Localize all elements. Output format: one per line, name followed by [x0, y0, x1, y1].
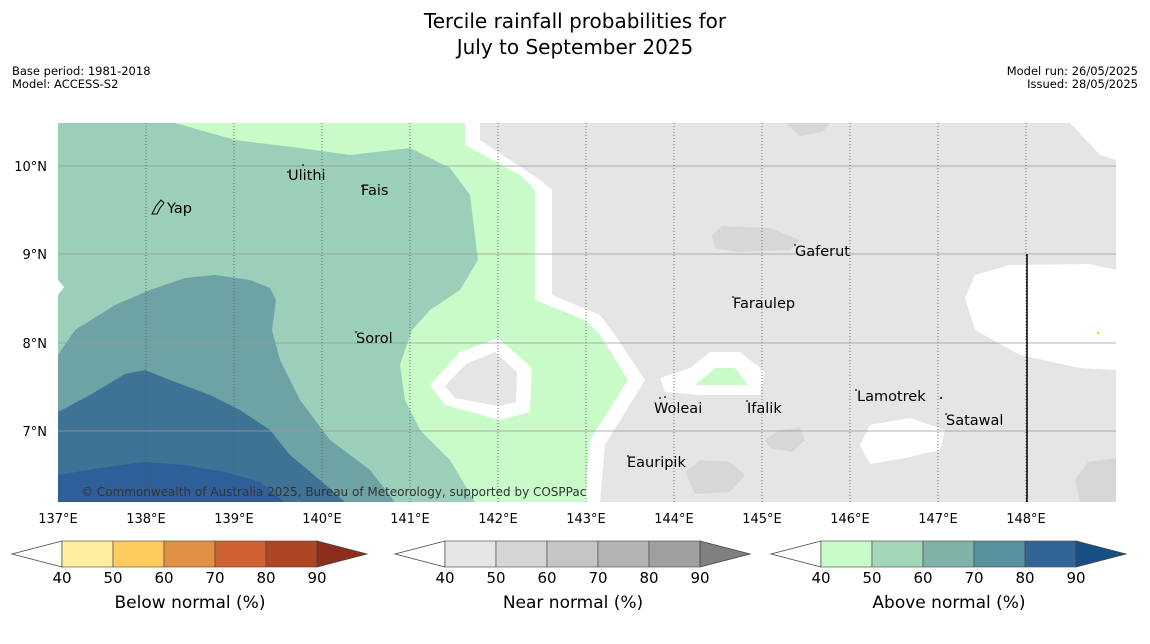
lat-tick: 9°N — [23, 248, 48, 263]
lat-axis: 10°N 9°N 8°N 7°N — [14, 160, 47, 440]
label-yap: Yap — [166, 201, 192, 217]
colorbar-tick: 60 — [537, 569, 556, 587]
lon-gridlines — [145, 123, 1027, 502]
colorbar-segment — [871, 540, 924, 568]
chart-title: Tercile rainfall probabilities for July … — [0, 8, 1150, 60]
label-satawal: Satawal — [946, 413, 1003, 429]
colorbar-segment — [973, 540, 1026, 568]
colorbar-tick: 50 — [103, 569, 122, 587]
model-name: Model: ACCESS-S2 — [12, 77, 119, 91]
colorbar-near-label: Near normal (%) — [502, 593, 644, 613]
colorbar-segment — [1024, 540, 1077, 568]
colorbar-extend-high — [699, 540, 752, 568]
meta-left: Base period: 1981-2018 Model: ACCESS-S2 — [12, 65, 151, 91]
title-line-2: July to September 2025 — [456, 35, 694, 59]
colorbar-tick: 50 — [862, 569, 881, 587]
colorbar-segment — [495, 540, 548, 568]
colorbar-tick: 60 — [913, 569, 932, 587]
colorbar-segment — [597, 540, 650, 568]
colorbar-extend-low — [769, 540, 822, 568]
colorbar-above-normal: 40 50 60 70 80 90 — [769, 540, 1128, 587]
colorbar-extend-high — [1075, 540, 1128, 568]
lon-axis: 137°E 138°E 139°E 140°E 141°E 142°E 143°… — [38, 512, 1046, 527]
lat-tick: 10°N — [14, 160, 47, 175]
lon-tick: 146°E — [830, 512, 870, 527]
lon-tick: 145°E — [742, 512, 782, 527]
colorbar-segment — [444, 540, 497, 568]
colorbar-tick: 80 — [256, 569, 275, 587]
lon-tick: 140°E — [302, 512, 342, 527]
colorbar-tick: 70 — [964, 569, 983, 587]
colorbar-segment — [61, 540, 114, 568]
label-ifalik: Ifalik — [747, 401, 782, 417]
lon-tick: 144°E — [654, 512, 694, 527]
colorbar-extend-low — [10, 540, 63, 568]
colorbar-tick: 50 — [486, 569, 505, 587]
issued-date: Issued: 28/05/2025 — [1027, 77, 1138, 91]
base-period: Base period: 1981-2018 — [12, 64, 151, 78]
colorbar-segment — [546, 540, 599, 568]
lat-tick: 7°N — [23, 425, 48, 440]
colorbar-tick: 40 — [811, 569, 830, 587]
label-ulithi: Ulithi — [288, 168, 326, 184]
label-gaferut: Gaferut — [795, 244, 850, 260]
lon-tick: 147°E — [918, 512, 958, 527]
colorbar-segment — [820, 540, 873, 568]
label-eauripik: Eauripik — [627, 455, 686, 471]
colorbar-tick: 80 — [1015, 569, 1034, 587]
colorbar-extend-low — [393, 540, 446, 568]
meta-right: Model run: 26/05/2025 Issued: 28/05/2025 — [1007, 65, 1138, 91]
label-sorol: Sorol — [356, 331, 393, 347]
copyright-notice: © Commonwealth of Australia 2025, Bureau… — [81, 485, 586, 499]
colorbar-tick: 40 — [435, 569, 454, 587]
colorbar-extend-high — [316, 540, 369, 568]
colorbar-below-normal: 40 50 60 70 80 90 — [10, 540, 369, 587]
label-fais: Fais — [361, 183, 388, 199]
colorbar-segment — [163, 540, 216, 568]
lon-tick: 141°E — [390, 512, 430, 527]
island-markers — [287, 164, 947, 457]
colorbar-tick: 90 — [1066, 569, 1085, 587]
label-faraulep: Faraulep — [733, 296, 795, 312]
colorbar-segment — [265, 540, 318, 568]
colorbar-tick: 40 — [52, 569, 71, 587]
colorbar-above-label: Above normal (%) — [872, 593, 1026, 613]
model-run: Model run: 26/05/2025 — [1006, 64, 1138, 78]
yap-island-outline — [151, 199, 165, 215]
probability-map — [58, 123, 1116, 502]
colorbar-tick: 80 — [639, 569, 658, 587]
colorbar-segment — [922, 540, 975, 568]
colorbar-tick: 60 — [154, 569, 173, 587]
lon-tick: 139°E — [214, 512, 254, 527]
colorbar-tick: 90 — [307, 569, 326, 587]
lon-tick: 148°E — [1006, 512, 1046, 527]
colorbar-segment — [648, 540, 701, 568]
label-lamotrek: Lamotrek — [857, 389, 926, 405]
colorbar-tick: 70 — [205, 569, 224, 587]
label-woleai: Woleai — [654, 401, 702, 417]
colorbar-segment — [112, 540, 165, 568]
lat-tick: 8°N — [23, 337, 48, 352]
colorbar-tick: 70 — [588, 569, 607, 587]
colorbar-below-label: Below normal (%) — [114, 593, 266, 613]
title-line-1: Tercile rainfall probabilities for — [423, 9, 727, 33]
colorbar-tick: 90 — [690, 569, 709, 587]
lon-tick: 143°E — [566, 512, 606, 527]
lon-tick: 138°E — [126, 512, 166, 527]
colorbar-near-normal: 40 50 60 70 80 90 — [393, 540, 752, 587]
colorbar-segment — [214, 540, 267, 568]
lon-tick: 142°E — [478, 512, 518, 527]
lon-tick: 137°E — [38, 512, 78, 527]
